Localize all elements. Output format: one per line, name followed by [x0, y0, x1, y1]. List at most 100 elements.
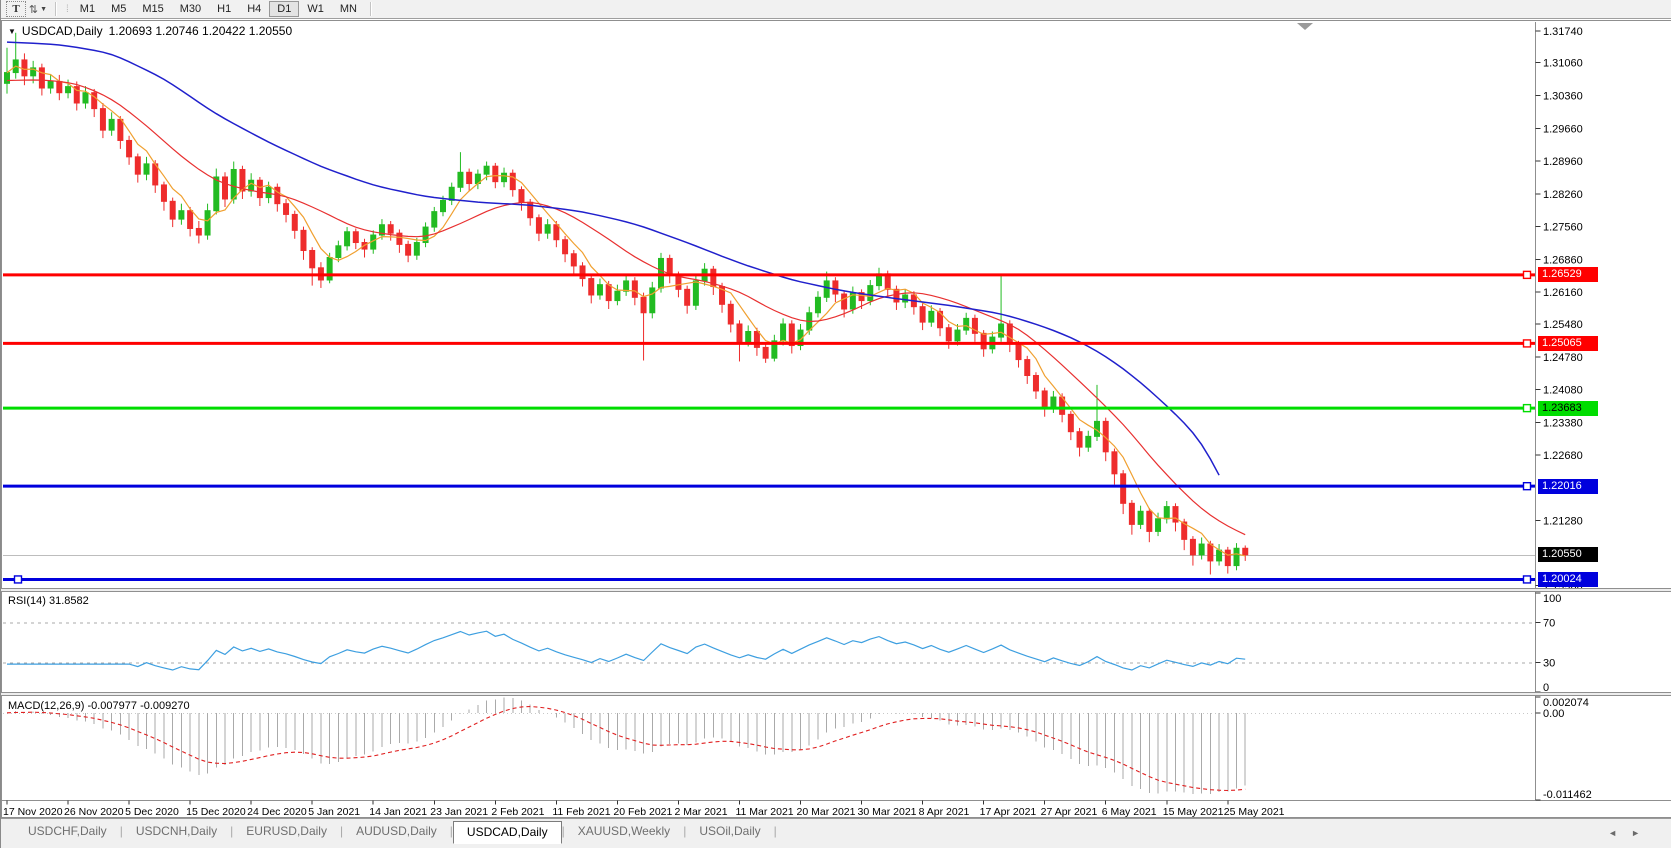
- tabs-scroll-left-icon[interactable]: ◄: [1608, 828, 1618, 838]
- chart-window: 1.31740 1.31060 1.30360 1.29660 1.28960 1.282…: [1, 20, 1671, 818]
- svg-text:1.27560: 1.27560: [1543, 222, 1583, 234]
- timeframe-button-m15[interactable]: M15: [142, 3, 164, 15]
- svg-text:100: 100: [1543, 593, 1561, 605]
- level-anchor[interactable]: [1522, 575, 1532, 584]
- svg-text:1.24780: 1.24780: [1543, 352, 1583, 364]
- ma-mid-line: [6, 79, 1246, 536]
- level-anchor[interactable]: [1522, 481, 1532, 491]
- tab-usdchf-daily[interactable]: USDCHF,Daily: [28, 824, 107, 838]
- tab-separator: |: [449, 824, 453, 838]
- tab-usdcad-daily[interactable]: USDCAD,Daily: [452, 821, 562, 844]
- level-price-label: 1.26529: [1538, 267, 1598, 283]
- ma-fast-line: [6, 65, 1246, 557]
- svg-text:-0.011462: -0.011462: [1543, 789, 1592, 801]
- svg-text:15 May 2021: 15 May 2021: [1163, 806, 1224, 818]
- svg-text:2 Feb 2021: 2 Feb 2021: [491, 806, 544, 818]
- chart-tab-bar: USDCHF,Daily | USDCNH,Daily | EURUSD,Daily | A…: [1, 818, 1671, 848]
- tab-usoil-daily[interactable]: USOil,Daily: [699, 824, 761, 838]
- svg-text:2 Mar 2021: 2 Mar 2021: [674, 806, 727, 818]
- svg-text:1.26160: 1.26160: [1543, 287, 1583, 299]
- level-anchor[interactable]: [1522, 339, 1532, 348]
- svg-text:8 Apr 2021: 8 Apr 2021: [919, 806, 970, 818]
- sort-dropdown-button[interactable]: ⇅ ▼: [28, 1, 48, 17]
- svg-text:20 Feb 2021: 20 Feb 2021: [613, 806, 672, 818]
- toolbar-separator: [55, 2, 57, 16]
- svg-text:1.25480: 1.25480: [1543, 319, 1583, 331]
- svg-text:1.22680: 1.22680: [1543, 450, 1583, 462]
- svg-text:20 Mar 2021: 20 Mar 2021: [797, 806, 856, 818]
- timeframe-button-m1[interactable]: M1: [79, 3, 96, 15]
- svg-text:70: 70: [1543, 618, 1555, 630]
- panel-divider[interactable]: [1, 588, 1671, 592]
- tab-usdcnh-daily[interactable]: USDCNH,Daily: [135, 824, 218, 838]
- text-tool-button[interactable]: T: [6, 1, 26, 17]
- svg-text:0: 0: [1543, 682, 1549, 694]
- chart-canvas[interactable]: 1.31740 1.31060 1.30360 1.29660 1.28960 1.282…: [1, 20, 1671, 818]
- timeframe-button-h1[interactable]: H1: [217, 3, 232, 15]
- svg-text:30 Mar 2021: 30 Mar 2021: [858, 806, 917, 818]
- tab-xauusd-weekly[interactable]: XAUUSD,Weekly: [577, 824, 671, 838]
- timeframe-button-h4[interactable]: H4: [247, 3, 262, 15]
- svg-text:1.23380: 1.23380: [1543, 417, 1583, 429]
- tab-eurusd-daily[interactable]: EURUSD,Daily: [246, 824, 327, 838]
- svg-text:23 Jan 2021: 23 Jan 2021: [430, 806, 488, 818]
- svg-text:1.24080: 1.24080: [1543, 385, 1583, 397]
- toolbar-grip[interactable]: ⁞: [66, 3, 69, 15]
- chevron-down-icon: ▼: [40, 5, 48, 13]
- svg-text:14 Jan 2021: 14 Jan 2021: [369, 806, 427, 818]
- svg-text:17 Apr 2021: 17 Apr 2021: [980, 806, 1037, 818]
- ohlc-values: 1.20693 1.20746 1.20422 1.20550: [108, 24, 293, 38]
- level-price-label: 1.25065: [1538, 335, 1598, 351]
- svg-text:5 Dec 2020: 5 Dec 2020: [125, 806, 179, 818]
- level-price-label: 1.23683: [1538, 400, 1598, 416]
- timeframe-button-m5[interactable]: M5: [111, 3, 127, 15]
- shift-marker[interactable]: [1297, 23, 1313, 30]
- date-axis: [6, 800, 1229, 805]
- svg-text:0.002074: 0.002074: [1543, 697, 1589, 709]
- level-price-label: 1.22016: [1538, 478, 1598, 494]
- collapse-arrow-icon[interactable]: ▼: [8, 26, 16, 36]
- svg-text:27 Apr 2021: 27 Apr 2021: [1041, 806, 1098, 818]
- svg-text:0.00: 0.00: [1543, 708, 1564, 720]
- timeframe-button-w1[interactable]: W1: [307, 3, 324, 15]
- svg-text:17 Nov 2020: 17 Nov 2020: [3, 806, 63, 818]
- svg-text:30: 30: [1543, 657, 1555, 669]
- symbol-period-label: USDCAD,Daily: [21, 24, 103, 38]
- tab-separator: |: [119, 824, 123, 838]
- svg-text:24 Dec 2020: 24 Dec 2020: [247, 806, 307, 818]
- svg-text:1.26860: 1.26860: [1543, 254, 1583, 266]
- timeframe-button-d1[interactable]: D1: [269, 1, 300, 17]
- candlesticks: [4, 32, 1249, 575]
- svg-text:25 May 2021: 25 May 2021: [1224, 806, 1285, 818]
- level-anchor[interactable]: [1522, 270, 1532, 280]
- tab-separator: |: [561, 824, 565, 838]
- rsi-label: RSI(14) 31.8582: [8, 595, 89, 607]
- svg-text:15 Dec 2020: 15 Dec 2020: [186, 806, 246, 818]
- level-price-label: 1.20024: [1538, 571, 1598, 587]
- svg-text:1.28260: 1.28260: [1543, 189, 1583, 201]
- ma-slow-line: [6, 41, 1220, 476]
- current-price-label: 1.20550: [1538, 547, 1598, 563]
- rsi-line: [7, 630, 1246, 671]
- macd-label: MACD(12,26,9) -0.007977 -0.009270: [8, 700, 190, 712]
- svg-text:1.31740: 1.31740: [1543, 26, 1583, 38]
- tab-separator: |: [773, 824, 777, 838]
- svg-text:5 Jan 2021: 5 Jan 2021: [308, 806, 360, 818]
- panel-frames: [1, 20, 1671, 818]
- macd-histogram: [15, 697, 1246, 795]
- tab-audusd-daily[interactable]: AUDUSD,Daily: [356, 824, 437, 838]
- level-anchor[interactable]: [13, 575, 23, 584]
- level-anchor[interactable]: [1522, 403, 1532, 413]
- svg-text:1.28960: 1.28960: [1543, 156, 1583, 168]
- svg-text:1.29660: 1.29660: [1543, 123, 1583, 135]
- toolbar: T ⇅ ▼ ⁞ M1 M5 M15 M30 H1 H4 D1 W1 MN: [1, 0, 1671, 19]
- chart-title: ▼ USDCAD,Daily 1.20693 1.20746 1.20422 1…: [8, 24, 292, 38]
- tabs-scroll-right-icon[interactable]: ►: [1631, 828, 1640, 838]
- svg-text:11 Feb 2021: 11 Feb 2021: [552, 806, 610, 818]
- tab-separator: |: [339, 824, 344, 838]
- svg-text:6 May 2021: 6 May 2021: [1102, 806, 1157, 818]
- timeframe-button-mn[interactable]: MN: [339, 3, 357, 15]
- svg-text:1.31060: 1.31060: [1543, 58, 1583, 70]
- timeframe-button-m30[interactable]: M30: [179, 3, 202, 15]
- panel-divider[interactable]: [1, 692, 1671, 696]
